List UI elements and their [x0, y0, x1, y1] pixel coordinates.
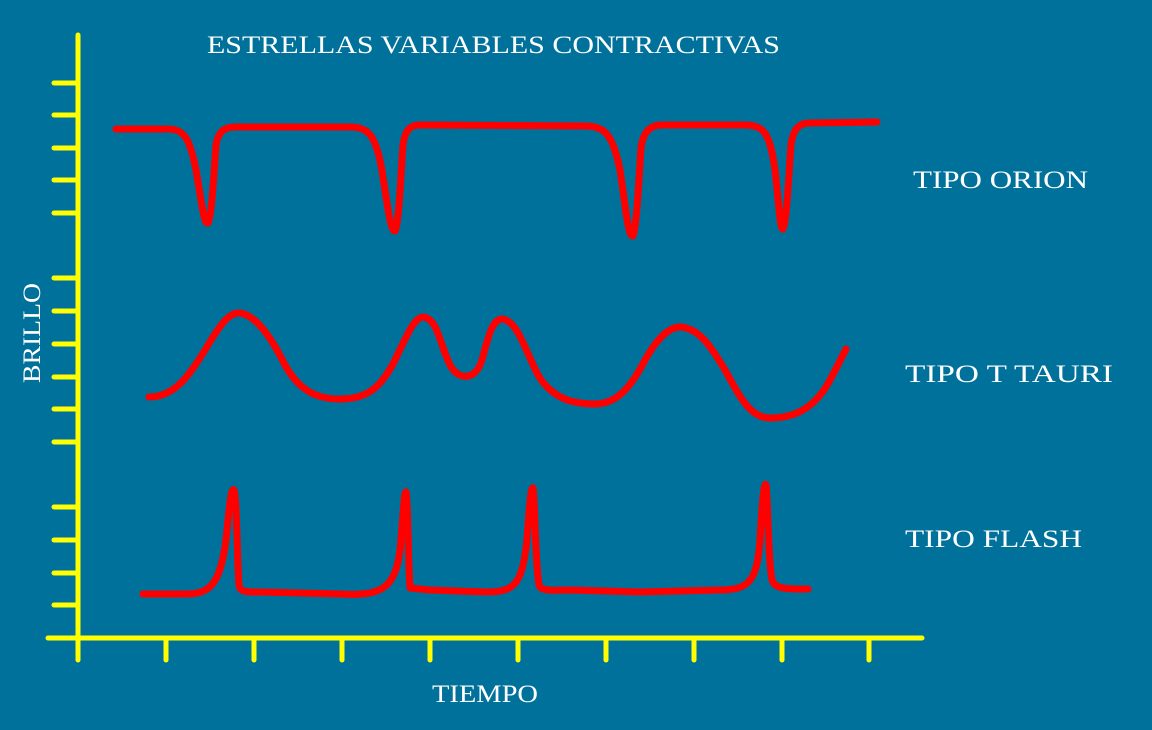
diagram-title: ESTRELLAS VARIABLES CONTRACTIVAS [207, 32, 780, 59]
label-tipo-flash: TIPO FLASH [905, 526, 1082, 553]
y-axis-label: BRILLO [19, 283, 46, 383]
curve-t-tauri [145, 309, 850, 422]
curve-flash [139, 480, 812, 598]
axes [45, 32, 925, 663]
x-axis-ticks [75, 635, 872, 663]
y-axis-ticks [51, 80, 81, 608]
x-axis-label: TIEMPO [432, 681, 538, 708]
label-tipo-t-tauri: TIPO T TAURI [905, 361, 1113, 388]
label-tipo-orion: TIPO ORION [913, 167, 1088, 194]
curve-orion [112, 118, 881, 240]
